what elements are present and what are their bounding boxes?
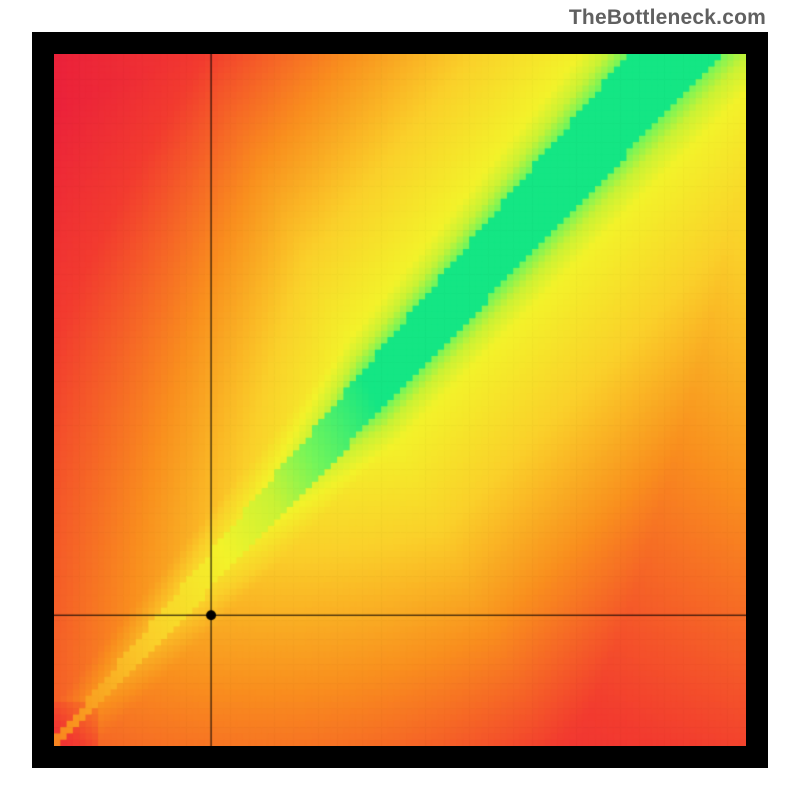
heatmap-canvas (54, 54, 746, 746)
heatmap-frame (32, 32, 768, 768)
source-watermark: TheBottleneck.com (569, 6, 766, 30)
